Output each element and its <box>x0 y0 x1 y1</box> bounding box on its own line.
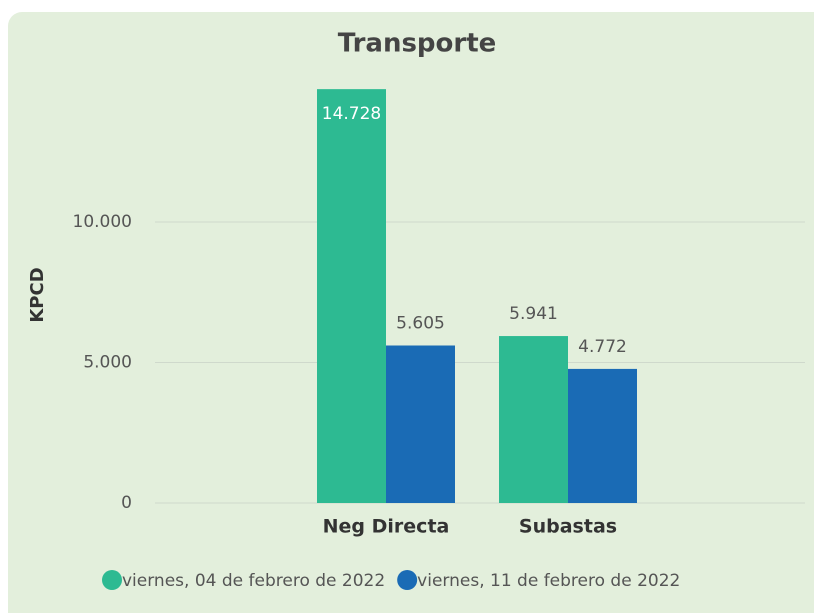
bar <box>386 345 455 503</box>
y-tick-label: 5.000 <box>83 353 132 373</box>
data-label: 5.941 <box>509 304 558 324</box>
y-axis-label: KPCD <box>27 267 48 322</box>
data-label: 4.772 <box>578 337 627 357</box>
legend-label: viernes, 11 de febrero de 2022 <box>417 571 680 591</box>
data-label: 14.728 <box>322 104 381 124</box>
bar <box>568 368 637 503</box>
legend-marker <box>397 570 418 590</box>
y-tick-label: 0 <box>121 493 132 513</box>
y-tick-label: 10.000 <box>73 212 132 232</box>
x-tick-label: Subastas <box>519 516 617 538</box>
legend-label: viernes, 04 de febrero de 2022 <box>122 571 385 591</box>
legend-marker <box>102 570 122 590</box>
data-label: 5.605 <box>396 313 445 333</box>
chart-title: Transporte <box>338 29 497 59</box>
x-tick-label: Neg Directa <box>323 516 450 538</box>
bar <box>317 89 386 504</box>
bar <box>499 336 568 503</box>
